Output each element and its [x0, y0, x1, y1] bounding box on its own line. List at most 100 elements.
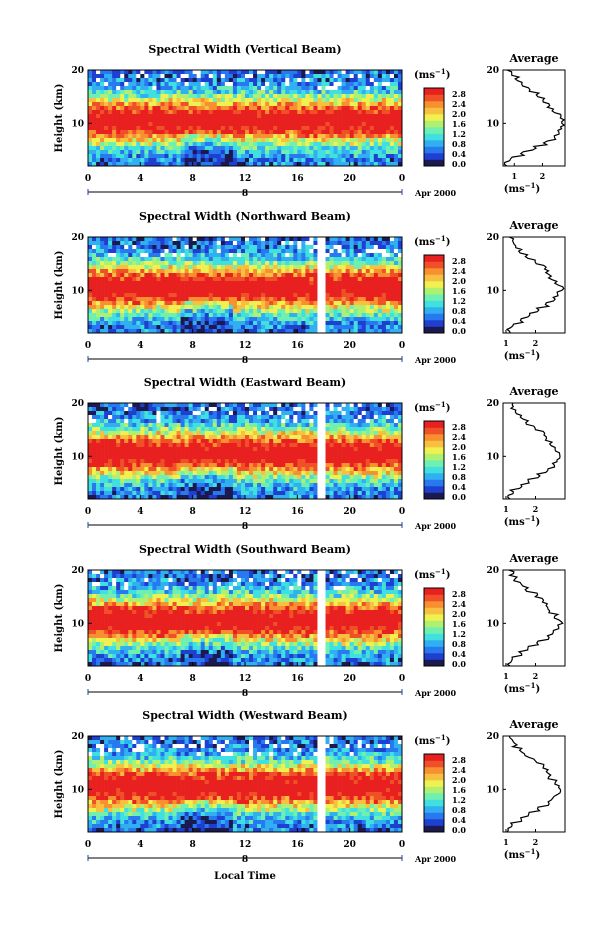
heatmap-cell	[236, 301, 242, 306]
heatmap-cell	[297, 293, 302, 298]
heatmap-cell	[120, 431, 125, 436]
heatmap-cell	[333, 102, 338, 107]
heatmap-cell	[385, 321, 391, 326]
heatmap-cell	[176, 451, 181, 456]
heatmap-cell	[184, 78, 189, 83]
heatmap-cell	[192, 293, 197, 298]
heatmap-cell	[212, 130, 218, 135]
heatmap-cell	[156, 483, 161, 488]
heatmap-cell	[232, 467, 238, 472]
heatmap-cell	[349, 142, 354, 147]
heatmap-cell	[168, 277, 173, 282]
heatmap-cell	[196, 467, 202, 472]
heatmap-cell	[164, 305, 169, 310]
heatmap-cell	[96, 269, 101, 274]
heatmap-cell	[357, 74, 363, 79]
heatmap-cell	[156, 134, 161, 139]
heatmap-cell	[224, 154, 230, 159]
heatmap-cell	[261, 130, 266, 135]
heatmap-cell	[365, 325, 371, 330]
heatmap-cell	[116, 435, 121, 440]
colorbar-swatch	[424, 326, 444, 334]
heatmap-cell	[180, 459, 185, 464]
heatmap-cell	[293, 126, 298, 131]
heatmap-cell	[381, 293, 387, 298]
heatmap-cell	[345, 305, 350, 310]
heatmap-cell	[200, 138, 206, 143]
heatmap-cell	[273, 106, 278, 111]
heatmap-cell	[100, 411, 105, 416]
heatmap-cell	[188, 241, 193, 246]
heatmap-cell	[172, 150, 177, 155]
heatmap-cell	[309, 273, 314, 278]
heatmap-cell	[164, 126, 169, 131]
heatmap-cell	[148, 237, 153, 242]
heatmap-cell	[164, 431, 169, 436]
heatmap-cell	[104, 289, 109, 294]
heatmap-cell	[180, 237, 185, 242]
heatmap-cell	[220, 329, 226, 334]
colorbar-swatch	[424, 281, 444, 288]
heatmap-cell	[228, 114, 234, 119]
heatmap-cell	[232, 293, 238, 298]
heatmap-cell	[88, 134, 93, 139]
heatmap-cell	[180, 281, 185, 286]
heatmap-cell	[257, 317, 262, 322]
heatmap-cell	[188, 70, 193, 75]
heatmap-cell	[124, 463, 129, 468]
heatmap-cell	[317, 118, 322, 123]
heatmap-cell	[285, 313, 290, 318]
heatmap-cell	[96, 154, 101, 159]
heatmap-cell	[329, 146, 334, 151]
heatmap-cell	[377, 273, 383, 278]
heatmap-cell	[337, 134, 342, 139]
heatmap-cell	[341, 102, 346, 107]
heatmap-cell	[240, 102, 246, 107]
heatmap-cell	[156, 82, 161, 87]
heatmap-cell	[100, 154, 105, 159]
heatmap-cell	[289, 237, 294, 242]
heatmap-cell	[313, 122, 318, 127]
heatmap-cell	[265, 126, 270, 131]
heatmap-cell	[317, 269, 322, 274]
heatmap-cell	[204, 487, 210, 492]
heatmap-cell	[385, 305, 391, 310]
heatmap-cell	[224, 329, 230, 334]
heatmap-cell	[124, 439, 129, 444]
heatmap-cell	[224, 134, 230, 139]
heatmap-cell	[245, 313, 250, 318]
heatmap-cell	[116, 487, 121, 492]
heatmap-cell	[236, 423, 242, 428]
heatmap-cell	[281, 90, 286, 95]
heatmap-cell	[148, 313, 153, 318]
heatmap-cell	[188, 297, 193, 302]
heatmap-cell	[232, 257, 238, 262]
heatmap-cell	[257, 158, 262, 163]
heatmap-cell	[281, 241, 286, 246]
heatmap-cell	[172, 118, 177, 123]
heatmap-cell	[345, 142, 350, 147]
heatmap-cell	[164, 289, 169, 294]
heatmap-cell	[172, 122, 177, 127]
heatmap-cell	[353, 297, 359, 302]
heatmap-cell	[224, 158, 230, 163]
heatmap-cell	[228, 74, 234, 79]
heatmap-cell	[309, 309, 314, 314]
heatmap-cell	[397, 78, 403, 83]
heatmap-cell	[309, 90, 314, 95]
heatmap-cell	[96, 162, 101, 167]
heatmap-cell	[180, 419, 185, 424]
heatmap-cell	[212, 158, 218, 163]
heatmap-cell	[188, 431, 193, 436]
heatmap-cell	[297, 110, 302, 115]
heatmap-cell	[365, 321, 371, 326]
heatmap-cell	[245, 495, 250, 500]
heatmap-cell	[192, 439, 197, 444]
heatmap-cell	[337, 138, 342, 143]
heatmap-cell	[253, 273, 258, 278]
heatmap-cell	[144, 289, 149, 294]
heatmap-cell	[100, 427, 105, 432]
heatmap-cell	[212, 415, 218, 420]
heatmap-cell	[180, 293, 185, 298]
heatmap-cell	[176, 273, 181, 278]
